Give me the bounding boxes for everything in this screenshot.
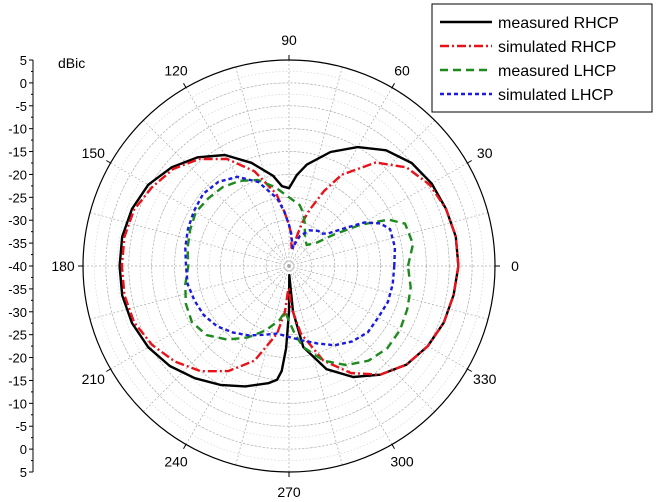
radial-tick-label: -40: [8, 259, 27, 274]
radial-tick-label: -30: [8, 213, 27, 228]
angle-tick: [183, 83, 187, 88]
legend-label: measured RHCP: [498, 15, 619, 32]
radial-tick-label: 0: [20, 76, 27, 91]
angle-label: 150: [82, 145, 106, 161]
angle-label: 210: [82, 371, 106, 387]
radial-tick-label: -35: [8, 282, 27, 297]
angle-label: 180: [51, 258, 75, 274]
radial-tick-label: 5: [20, 53, 27, 68]
polar-axes: 0 30 60 90 120 150 180 210 240 270 300 330 5 0 -5 -10 -1…: [8, 32, 519, 500]
angle-label: 90: [281, 32, 297, 48]
angle-tick: [467, 368, 472, 372]
angle-tick: [106, 160, 111, 164]
unit-label: dBic: [58, 55, 85, 71]
series-layer: [118, 145, 460, 388]
grid-spoke: [110, 265, 290, 370]
angle-label: 270: [277, 484, 301, 500]
radial-tick-label: -30: [8, 305, 27, 320]
grid-circle-major: [265, 242, 313, 290]
legend-label: simulated RHCP: [498, 39, 616, 56]
radial-tick-label: -25: [8, 328, 27, 343]
angle-label: 60: [394, 62, 410, 78]
legend: measured RHCP simulated RHCP measured LHCP…: [431, 3, 653, 113]
radial-tick-label: -10: [8, 122, 27, 137]
legend-label: simulated LHCP: [498, 87, 614, 104]
radial-tick-label: 0: [20, 442, 27, 457]
radial-tick-label: -15: [8, 373, 27, 388]
angle-label: 120: [164, 62, 188, 78]
grid-circle: [94, 71, 484, 461]
angle-tick: [183, 444, 187, 449]
grid-circle: [185, 162, 393, 370]
series-line-0: [118, 145, 460, 388]
radial-tick-label: -10: [8, 396, 27, 411]
radial-tick-label: -15: [8, 145, 27, 160]
radial-tick-label: 5: [20, 465, 27, 480]
angle-label: 0: [511, 258, 519, 274]
angle-label: 330: [473, 371, 497, 387]
radial-tick-label: -5: [15, 99, 27, 114]
series-line-1: [120, 157, 460, 376]
legend-label: measured LHCP: [498, 63, 616, 80]
grid-circle-major: [105, 82, 473, 450]
radial-tick-label: -20: [8, 167, 27, 182]
grid-circle: [117, 94, 461, 438]
angle-tick: [106, 368, 111, 372]
radial-tick-label: -5: [15, 419, 27, 434]
radial-tick-label: -20: [8, 351, 27, 366]
angle-tick: [391, 83, 395, 88]
grid-circle-major: [197, 174, 381, 358]
angle-label: 30: [477, 145, 493, 161]
angle-label: 300: [390, 454, 414, 470]
angle-tick: [391, 444, 395, 449]
radial-tick-label: -35: [8, 236, 27, 251]
polar-grid: [83, 60, 495, 472]
grid-circle-major: [174, 151, 404, 381]
radial-tick-label: -25: [8, 190, 27, 205]
series-line-2: [184, 178, 415, 367]
series-line-3: [184, 175, 397, 347]
angle-label: 240: [164, 454, 188, 470]
angle-tick: [467, 160, 472, 164]
